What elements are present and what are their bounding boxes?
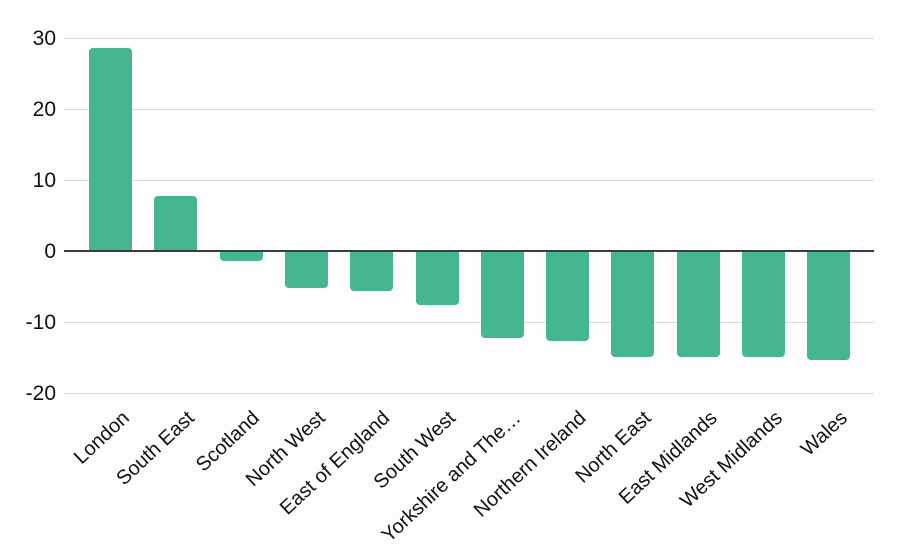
- bar-east-midlands: [676, 251, 720, 358]
- y-axis-tick-label: 20: [32, 97, 56, 121]
- gridline: [64, 393, 874, 394]
- bar-northern-ireland: [546, 251, 590, 341]
- bar-scotland: [219, 251, 263, 262]
- bar-yorkshire-and-the: [480, 251, 524, 339]
- gridline: [64, 180, 874, 181]
- y-axis-tick-label: 30: [32, 26, 56, 50]
- bar-north-west: [284, 251, 328, 288]
- bar-south-east: [154, 196, 198, 252]
- bar-wales: [807, 251, 851, 361]
- gridline: [64, 322, 874, 323]
- x-axis-category-label: London: [69, 407, 134, 469]
- y-axis-tick-label: -10: [25, 310, 56, 334]
- x-axis-category-label: East of England: [276, 407, 395, 520]
- bar-south-west: [415, 251, 459, 305]
- bar-london: [89, 48, 132, 252]
- y-axis-tick-label: 0: [44, 239, 56, 263]
- bar-west-midlands: [742, 251, 785, 358]
- y-axis-tick-label: -20: [25, 381, 56, 405]
- x-axis-category-label: Northern Ireland: [469, 407, 591, 522]
- gridline: [64, 38, 874, 39]
- x-axis-category-label: Wales: [796, 407, 852, 461]
- y-axis-tick-label: 10: [32, 168, 56, 192]
- zero-axis-line: [64, 250, 874, 252]
- bar-north-east: [611, 251, 655, 357]
- bar-east-of-england: [350, 251, 394, 291]
- gridline: [64, 109, 874, 110]
